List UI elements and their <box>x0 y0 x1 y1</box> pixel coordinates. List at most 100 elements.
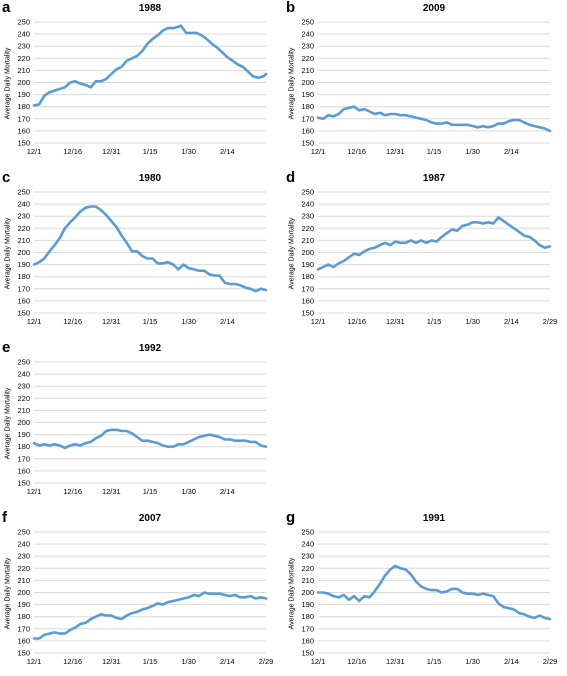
y-tick-label: 210 <box>17 576 30 585</box>
y-tick-label: 210 <box>17 66 30 75</box>
x-tick-label: 12/16 <box>63 657 82 666</box>
x-tick-label: 12/1 <box>311 317 326 326</box>
x-tick-label: 1/30 <box>181 147 196 156</box>
y-tick-label: 250 <box>17 188 30 197</box>
chart-title: 1988 <box>138 3 162 14</box>
y-tick-label: 220 <box>301 224 314 233</box>
y-tick-label: 200 <box>301 78 314 87</box>
x-tick-label: 2/14 <box>504 317 519 326</box>
y-tick-label: 220 <box>17 54 30 63</box>
x-tick-label: 2/14 <box>504 657 519 666</box>
y-tick-label: 220 <box>301 54 314 63</box>
x-tick-label: 1/30 <box>181 317 196 326</box>
y-tick-label: 150 <box>17 139 30 148</box>
mortality-series-line <box>316 105 552 133</box>
x-tick-label: 12/31 <box>102 147 121 156</box>
y-tick-label: 230 <box>17 42 30 51</box>
x-tick-label: 12/1 <box>27 317 42 326</box>
y-tick-label: 240 <box>17 540 30 549</box>
chart-title: 1980 <box>138 173 162 184</box>
y-tick-label: 180 <box>17 272 30 281</box>
x-tick-label: 1/15 <box>427 317 442 326</box>
x-tick-label: 12/16 <box>347 147 366 156</box>
y-axis-label: Average Daily Mortality <box>4 217 12 290</box>
chart-panel-d: 250 240 230 220 210 200 190 180 170 160 150 12/1 12/… <box>284 169 567 336</box>
y-tick-label: 170 <box>301 624 314 633</box>
y-tick-label: 170 <box>17 114 30 123</box>
chart-title: 1987 <box>422 173 446 184</box>
y-tick-label: 210 <box>17 406 30 415</box>
x-tick-label: 12/16 <box>63 317 82 326</box>
x-tick-label: 2/14 <box>220 487 235 496</box>
y-tick-label: 180 <box>301 102 314 111</box>
y-tick-label: 180 <box>17 102 30 111</box>
y-axis-label: Average Daily Mortality <box>4 387 12 460</box>
mortality-series-line <box>316 216 552 271</box>
x-tick-label: 1/15 <box>427 657 442 666</box>
y-tick-label: 190 <box>17 260 30 269</box>
chart-panel-e: 250 240 230 220 210 200 190 180 170 160 150 12/1 12/… <box>0 339 283 506</box>
mortality-series-line <box>316 564 552 621</box>
x-tick-label: 12/31 <box>386 317 405 326</box>
y-tick-label: 160 <box>301 126 314 135</box>
panel-letter: c <box>2 169 11 186</box>
panel-letter: g <box>286 509 296 526</box>
y-tick-label: 150 <box>17 309 30 318</box>
y-tick-label: 240 <box>17 200 30 209</box>
y-tick-label: 190 <box>301 600 314 609</box>
y-tick-label: 250 <box>17 528 30 537</box>
x-tick-label: 12/31 <box>102 657 121 666</box>
y-tick-label: 240 <box>301 30 314 39</box>
x-tick-label: 12/1 <box>311 147 326 156</box>
panel-letter: e <box>2 339 11 356</box>
x-tick-label: 2/14 <box>504 147 519 156</box>
x-tick-label: 2/29 <box>543 657 558 666</box>
y-tick-label: 150 <box>301 649 314 658</box>
chart-title: 1991 <box>422 513 446 524</box>
x-tick-label: 12/16 <box>347 317 366 326</box>
x-tick-label: 1/15 <box>143 147 158 156</box>
y-tick-label: 230 <box>17 382 30 391</box>
x-tick-label: 12/31 <box>102 317 121 326</box>
y-tick-label: 190 <box>17 430 30 439</box>
y-tick-label: 230 <box>17 552 30 561</box>
y-tick-label: 240 <box>17 30 30 39</box>
y-tick-label: 200 <box>301 588 314 597</box>
x-tick-label: 1/30 <box>181 487 196 496</box>
y-tick-label: 230 <box>17 212 30 221</box>
x-tick-label: 1/15 <box>427 147 442 156</box>
y-axis-label: Average Daily Mortality <box>4 47 12 120</box>
y-tick-label: 250 <box>301 528 314 537</box>
y-tick-label: 150 <box>301 309 314 318</box>
y-tick-label: 170 <box>17 454 30 463</box>
x-tick-label: 12/16 <box>347 657 366 666</box>
y-tick-label: 190 <box>17 90 30 99</box>
panel-letter: d <box>286 169 296 186</box>
x-tick-label: 12/1 <box>27 147 42 156</box>
x-tick-label: 12/31 <box>386 147 405 156</box>
x-tick-label: 1/30 <box>465 657 480 666</box>
chart-title: 2009 <box>422 3 446 14</box>
x-tick-label: 12/31 <box>386 657 405 666</box>
x-tick-label: 12/16 <box>63 147 82 156</box>
y-tick-label: 180 <box>17 612 30 621</box>
chart-panel-b: 250 240 230 220 210 200 190 180 170 160 150 12/1 12/… <box>284 0 567 166</box>
y-tick-label: 220 <box>17 394 30 403</box>
y-tick-label: 210 <box>17 236 30 245</box>
panel-letter: b <box>286 0 296 16</box>
panel-letter: f <box>2 509 7 526</box>
y-tick-label: 200 <box>17 418 30 427</box>
y-tick-label: 200 <box>301 248 314 257</box>
y-tick-label: 170 <box>17 284 30 293</box>
mortality-series-line <box>32 428 268 450</box>
mortality-series-line <box>32 24 268 107</box>
y-tick-label: 160 <box>17 466 30 475</box>
y-tick-label: 230 <box>301 212 314 221</box>
x-tick-label: 1/15 <box>143 657 158 666</box>
y-tick-label: 180 <box>301 272 314 281</box>
x-tick-label: 1/30 <box>465 147 480 156</box>
y-tick-label: 150 <box>17 649 30 658</box>
